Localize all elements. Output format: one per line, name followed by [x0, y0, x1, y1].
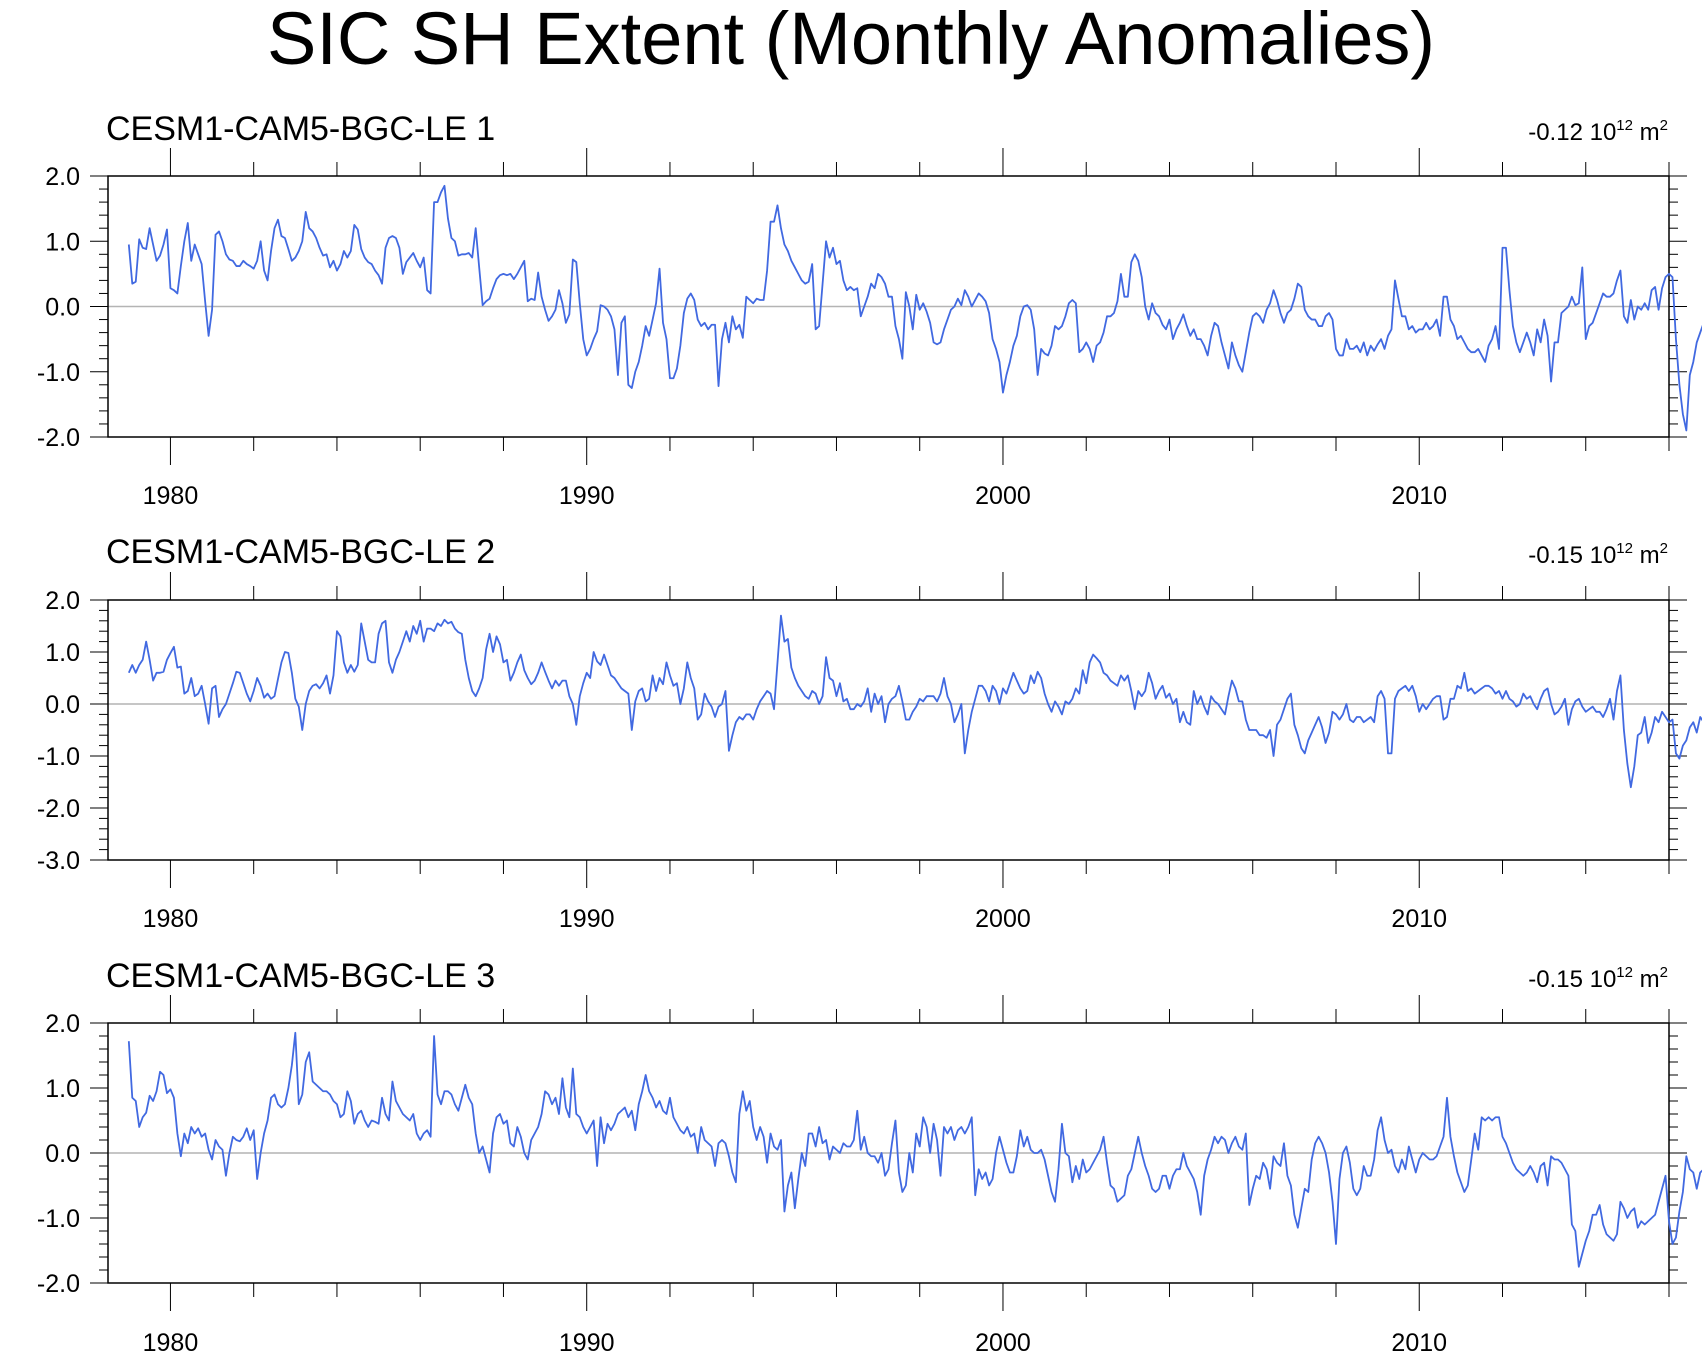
plot-frame: [107, 599, 1670, 861]
y-tick-label: -2.0: [37, 424, 80, 452]
x-tick-label: 2010: [1391, 1329, 1447, 1357]
y-tick-label: 0.0: [45, 294, 80, 322]
x-tick-label: 2000: [975, 905, 1031, 933]
panel-2: CESM1-CAM5-BGC-LE 2 -0.15 1012 m2 2.0 1.0 0.…: [37, 533, 1702, 933]
x-tick-label: 1990: [559, 1329, 615, 1357]
panel-title: CESM1-CAM5-BGC-LE 3: [106, 957, 495, 995]
x-tick-label: 2000: [975, 1329, 1031, 1357]
y-tick-label: -3.0: [37, 847, 80, 875]
x-tick-label: 1980: [143, 1329, 199, 1357]
page-title: SIC SH Extent (Monthly Anomalies): [267, 0, 1435, 80]
x-tick-label: 1990: [559, 905, 615, 933]
y-tick-label: -1.0: [37, 743, 80, 771]
panel-1: CESM1-CAM5-BGC-LE 1 -0.12 1012 m2 2.0 1.0 0.…: [37, 110, 1702, 510]
series-line: [127, 1031, 1702, 1268]
y-tick-label: -2.0: [37, 1270, 80, 1298]
trend-label: -0.12 1012 m2: [1528, 117, 1668, 146]
y-tick-label: -1.0: [37, 359, 80, 387]
x-tick-label: 1980: [143, 482, 199, 510]
y-tick-label: 2.0: [45, 1010, 80, 1038]
y-tick-label: 0.0: [45, 1140, 80, 1168]
x-tick-label: 2010: [1391, 482, 1447, 510]
y-tick-label: 1.0: [45, 228, 80, 256]
y-tick-label: -1.0: [37, 1205, 80, 1233]
series-line: [127, 184, 1702, 432]
x-tick-label: 2010: [1391, 905, 1447, 933]
y-tick-label: 1.0: [45, 639, 80, 667]
trend-label: -0.15 1012 m2: [1528, 540, 1668, 569]
x-tick-label: 2000: [975, 482, 1031, 510]
y-tick-label: -2.0: [37, 795, 80, 823]
y-tick-label: 2.0: [45, 587, 80, 615]
panel-title: CESM1-CAM5-BGC-LE 2: [106, 533, 495, 571]
x-tick-label: 1980: [143, 905, 199, 933]
y-tick-label: 0.0: [45, 691, 80, 719]
y-tick-label: 1.0: [45, 1075, 80, 1103]
panel-3: CESM1-CAM5-BGC-LE 3 -0.15 1012 m2 2.0 1.0 0.…: [37, 957, 1702, 1357]
x-tick-label: 1990: [559, 482, 615, 510]
trend-label: -0.15 1012 m2: [1528, 964, 1668, 993]
series-line: [127, 614, 1702, 789]
panel-title: CESM1-CAM5-BGC-LE 1: [106, 110, 495, 148]
y-tick-label: 2.0: [45, 163, 80, 191]
